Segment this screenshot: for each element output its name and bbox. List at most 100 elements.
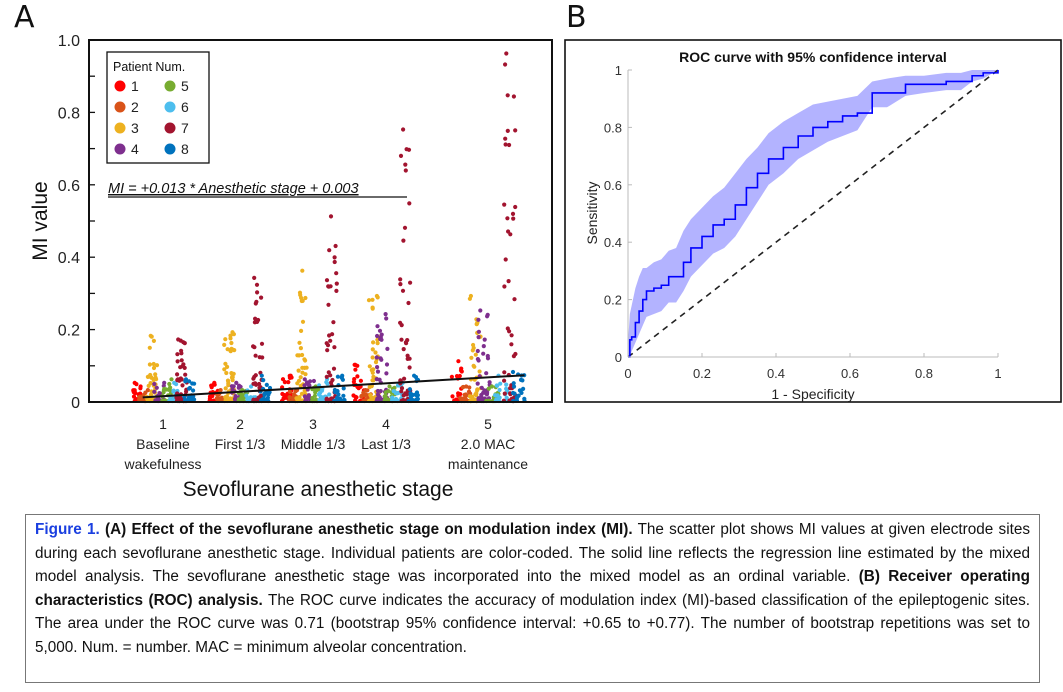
scatter-point xyxy=(168,385,173,390)
scatter-point xyxy=(337,396,343,401)
scatter-point xyxy=(485,314,490,319)
legend-marker xyxy=(164,122,176,134)
scatter-point xyxy=(351,393,356,398)
scatter-point xyxy=(316,392,322,397)
scatter-point xyxy=(281,396,286,401)
scatter-point xyxy=(328,214,334,219)
scatter-point xyxy=(467,296,472,301)
scatter-point xyxy=(138,384,143,389)
scatter-point xyxy=(207,394,213,399)
scatter-point xyxy=(307,383,312,388)
scatter-point xyxy=(522,396,527,401)
scatter-point xyxy=(341,393,346,398)
scatter-point xyxy=(254,382,259,387)
roc-y-tick-label: 0.6 xyxy=(604,178,622,193)
x-tick-label: First 1/3 xyxy=(215,436,266,452)
scatter-point xyxy=(399,337,404,342)
y-tick-label: 0.2 xyxy=(58,323,80,340)
scatter-point xyxy=(332,259,337,265)
scatter-point xyxy=(154,385,159,390)
scatter-point xyxy=(406,300,411,306)
scatter-point xyxy=(503,257,508,262)
scatter-point xyxy=(517,388,523,393)
scatter-point xyxy=(179,358,184,363)
scatter-point xyxy=(407,365,412,370)
scatter-point xyxy=(401,347,406,352)
scatter-point xyxy=(234,380,239,385)
scatter-point xyxy=(509,342,514,347)
scatter-point xyxy=(261,378,266,383)
scatter-point xyxy=(479,385,484,390)
scatter-point xyxy=(401,393,406,398)
scatter-point xyxy=(153,372,158,377)
scatter-point xyxy=(408,280,413,285)
scatter-point xyxy=(507,329,512,334)
scatter-point xyxy=(359,393,364,399)
scatter-point xyxy=(511,381,516,386)
scatter-point xyxy=(384,362,390,367)
scatter-point xyxy=(505,128,510,133)
scatter-point xyxy=(287,395,292,400)
scatter-point xyxy=(151,365,157,371)
figure-label: Figure 1. xyxy=(35,521,100,538)
legend-label: 7 xyxy=(181,120,189,136)
legend-label: 3 xyxy=(131,120,139,136)
scatter-point xyxy=(379,337,384,342)
scatter-point xyxy=(466,389,472,394)
scatter-point xyxy=(225,364,230,369)
scatter-point xyxy=(392,385,397,390)
scatter-point xyxy=(476,358,481,363)
y-tick-label: 0.8 xyxy=(58,105,80,122)
scatter-point xyxy=(260,355,265,360)
scatter-point xyxy=(385,346,390,351)
scatter-point xyxy=(511,384,517,389)
scatter-point xyxy=(504,51,509,56)
scatter-point xyxy=(450,394,455,399)
scatter-point xyxy=(401,127,406,132)
scatter-point xyxy=(186,397,191,402)
scatter-point xyxy=(229,340,234,346)
x-tick-number: 3 xyxy=(309,416,317,432)
scatter-point xyxy=(373,350,378,355)
scatter-point xyxy=(366,298,372,303)
scatter-point xyxy=(324,374,329,379)
roc-axes: 0 0.2 0.4 0.6 0.8 1 0 0.2 0.4 0.6 0.8 1 xyxy=(604,63,1002,381)
scatter-point xyxy=(192,381,197,386)
scatter-point xyxy=(147,362,152,367)
scatter-point xyxy=(183,379,188,384)
legend-label: 5 xyxy=(181,78,189,94)
roc-x-label: 1 - Specificity xyxy=(771,386,854,402)
scatter-point xyxy=(328,373,333,378)
scatter-point xyxy=(449,374,454,379)
scatter-point xyxy=(476,317,481,322)
scatter-point xyxy=(302,377,307,382)
scatter-point xyxy=(503,142,508,147)
scatter-point xyxy=(253,353,258,358)
scatter-point xyxy=(300,319,306,324)
scatter-point xyxy=(255,319,260,324)
scatter-point xyxy=(222,342,227,347)
scatter-point xyxy=(325,343,331,348)
scatter-point xyxy=(229,346,234,351)
scatter-point xyxy=(228,333,233,338)
caption-b-text: The ROC curve indicates the accuracy of … xyxy=(35,591,1031,656)
scatter-point xyxy=(152,389,157,394)
scatter-point xyxy=(244,393,249,398)
scatter-point xyxy=(254,299,259,304)
scatter-point xyxy=(469,355,474,360)
legend-label: 8 xyxy=(181,141,189,157)
scatter-point xyxy=(229,375,235,380)
scatter-point xyxy=(175,372,180,377)
scatter-point xyxy=(371,340,376,345)
scatter-point xyxy=(154,363,160,368)
scatter-point xyxy=(187,385,192,391)
scatter-point xyxy=(486,386,491,391)
scatter-point xyxy=(361,390,366,395)
scatter-point xyxy=(351,379,356,384)
scatter-point xyxy=(386,389,391,394)
scatter-point xyxy=(396,390,401,396)
scatter-point xyxy=(384,371,389,376)
scatter-point xyxy=(335,374,340,379)
scatter-point xyxy=(303,295,308,301)
scatter-point xyxy=(251,344,256,349)
